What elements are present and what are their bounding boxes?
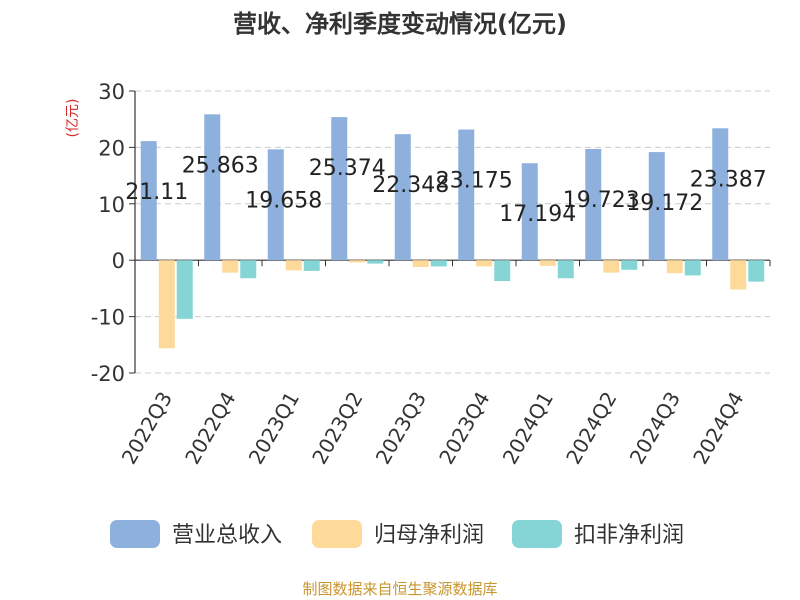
bar-2023Q4-1[interactable] <box>458 129 475 261</box>
data-label: 22.348 <box>372 173 449 198</box>
bar-2024Q4-2[interactable] <box>730 260 747 290</box>
data-label: 17.194 <box>499 202 576 227</box>
x-tick-label: 2022Q4 <box>180 388 240 469</box>
bar-2024Q1-2[interactable] <box>539 260 556 266</box>
x-tick-label: 2023Q4 <box>434 388 494 469</box>
y-tick-label: 0 <box>112 249 125 273</box>
data-label: 23.387 <box>690 167 767 192</box>
legend-label: 扣非净利润 <box>574 523 684 548</box>
bar-2023Q1-3[interactable] <box>303 260 320 271</box>
bar-2024Q3-3[interactable] <box>684 260 701 276</box>
legend-item-3[interactable]: 扣非净利润 <box>512 520 684 548</box>
x-tick-label: 2024Q3 <box>625 388 685 469</box>
y-tick-label: -10 <box>91 306 125 330</box>
bar-2022Q4-3[interactable] <box>240 260 257 279</box>
bar-2024Q3-1[interactable] <box>648 152 665 261</box>
legend-label: 归母净利润 <box>374 523 484 548</box>
bar-2024Q2-3[interactable] <box>621 260 638 270</box>
bar-2024Q4-3[interactable] <box>748 260 765 282</box>
legend[interactable]: 营业总收入 归母净利润 扣非净利润 <box>110 520 684 548</box>
legend-item-2[interactable]: 归母净利润 <box>312 520 484 548</box>
x-tick-label: 2023Q3 <box>371 388 431 469</box>
data-label: 25.374 <box>309 156 386 181</box>
bar-2024Q2-1[interactable] <box>585 148 602 261</box>
bar-2024Q4-1[interactable] <box>712 128 729 261</box>
bar-2022Q4-1[interactable] <box>204 114 221 261</box>
bars <box>140 114 765 349</box>
y-axis-label: (亿元) <box>65 99 81 138</box>
data-source-note: 制图数据来自恒生聚源数据库 <box>302 580 497 598</box>
y-tick-label: -20 <box>91 362 125 386</box>
bar-2024Q2-2[interactable] <box>603 260 620 273</box>
x-tick-label: 2022Q3 <box>117 388 177 469</box>
bar-2023Q2-2[interactable] <box>349 260 366 263</box>
bar-2023Q4-2[interactable] <box>476 260 493 267</box>
chart-title: 营收、净利季度变动情况(亿元) <box>233 10 567 38</box>
x-tick-label: 2024Q1 <box>498 388 558 469</box>
bar-2022Q3-2[interactable] <box>158 260 175 349</box>
bar-2023Q2-1[interactable] <box>331 117 348 261</box>
bar-2023Q3-3[interactable] <box>430 260 447 267</box>
x-tick-label: 2024Q4 <box>688 388 748 469</box>
bar-2023Q3-1[interactable] <box>394 134 411 261</box>
y-tick-label: 10 <box>98 193 125 217</box>
x-tick-label: 2023Q2 <box>307 388 367 469</box>
data-label: 23.175 <box>436 168 513 193</box>
bar-2023Q3-2[interactable] <box>412 260 429 267</box>
bar-2023Q1-2[interactable] <box>285 260 302 271</box>
bar-2024Q3-2[interactable] <box>666 260 683 274</box>
data-label: 25.863 <box>182 153 259 178</box>
legend-swatch <box>312 520 362 548</box>
bar-2024Q1-1[interactable] <box>521 163 538 261</box>
legend-swatch <box>110 520 160 548</box>
bar-2023Q4-3[interactable] <box>494 260 511 282</box>
bar-2022Q3-3[interactable] <box>176 260 193 319</box>
x-tick-label: 2024Q2 <box>561 388 621 469</box>
data-label: 19.658 <box>245 188 322 213</box>
legend-label: 营业总收入 <box>172 523 282 548</box>
data-label: 19.172 <box>626 191 703 216</box>
legend-item-1[interactable]: 营业总收入 <box>110 520 282 548</box>
bar-2023Q2-3[interactable] <box>367 260 384 264</box>
bar-2022Q4-2[interactable] <box>222 260 239 273</box>
grid-lines <box>135 90 770 374</box>
data-label: 19.723 <box>563 188 640 213</box>
legend-swatch <box>512 520 562 548</box>
bar-2024Q1-3[interactable] <box>557 260 574 279</box>
y-tick-label: 20 <box>98 136 125 160</box>
bar-2022Q3-1[interactable] <box>140 141 157 261</box>
x-tick-label: 2023Q1 <box>244 388 304 469</box>
bar-2023Q1-1[interactable] <box>267 149 284 261</box>
data-label: 21.11 <box>125 180 188 205</box>
y-tick-label: 30 <box>98 80 125 104</box>
